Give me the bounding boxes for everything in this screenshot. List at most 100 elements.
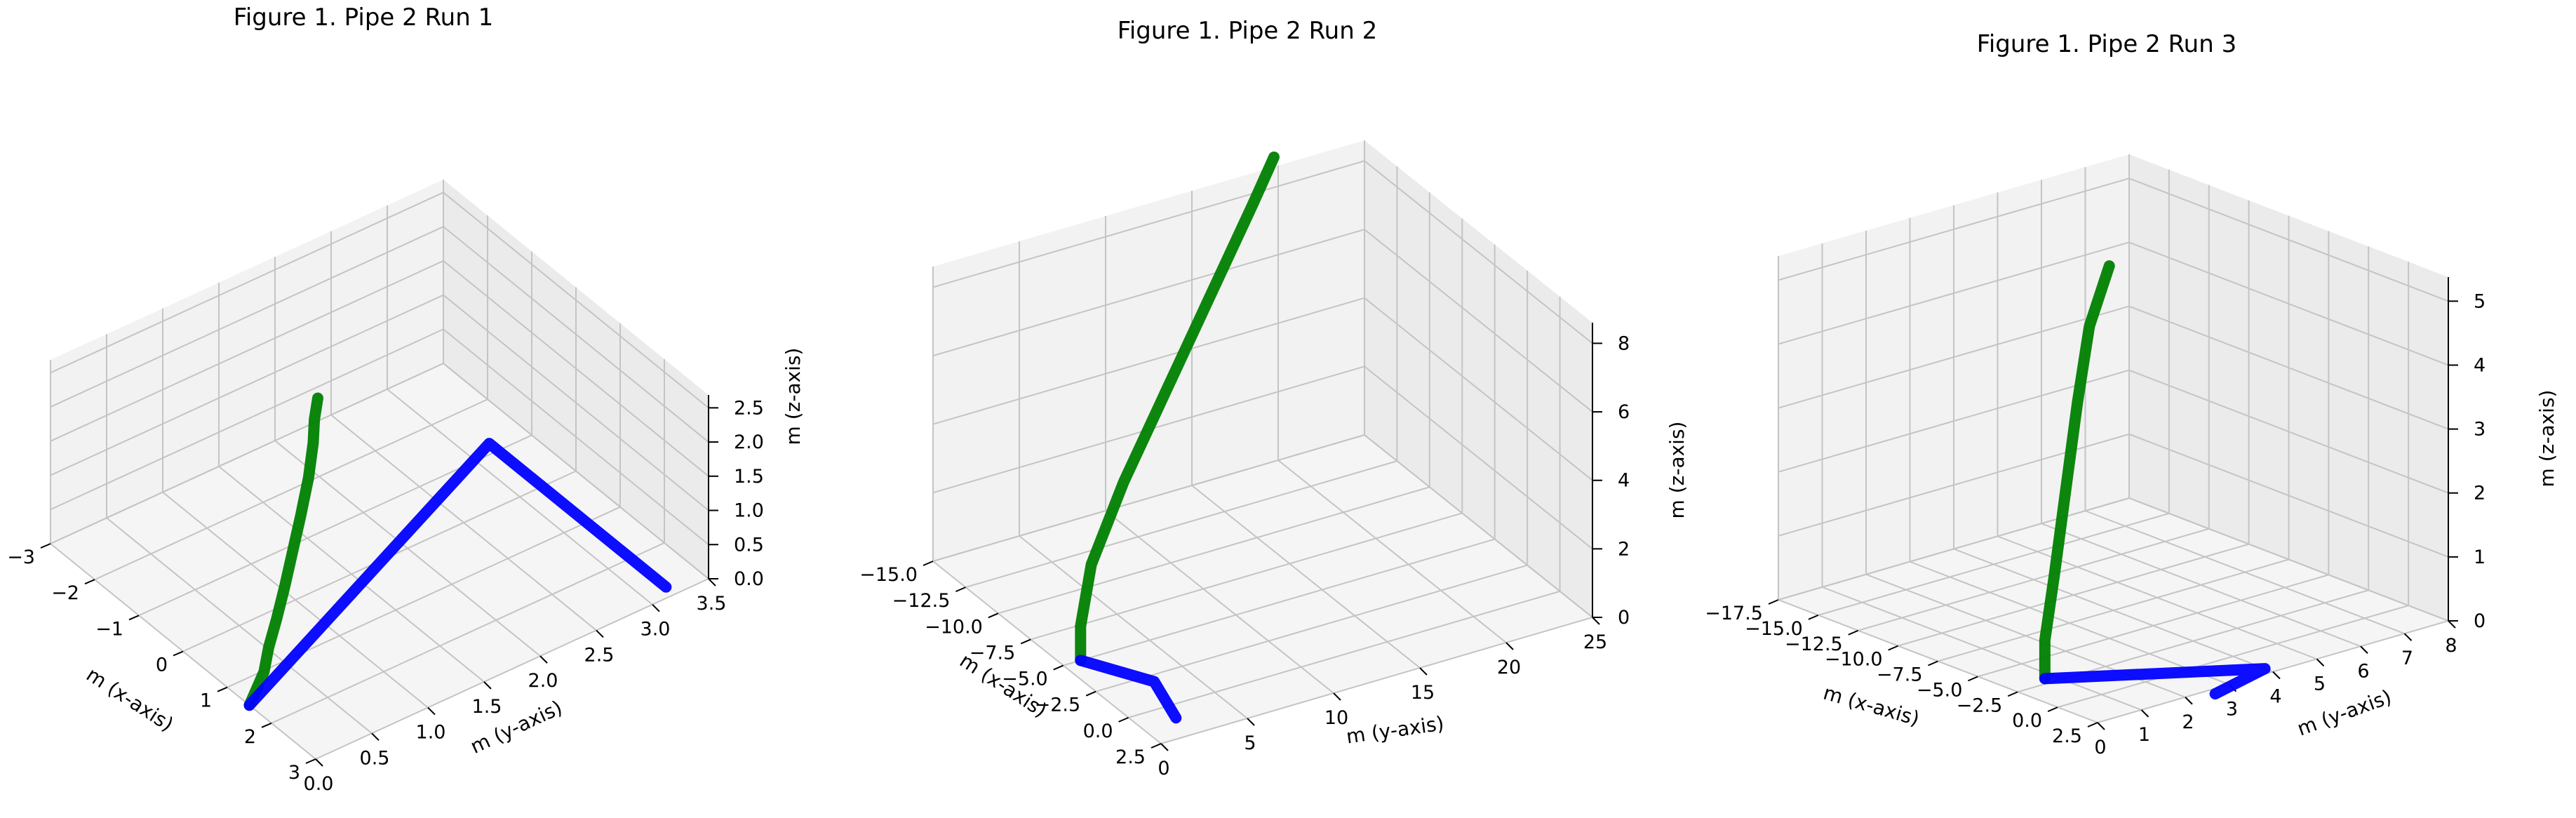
x-tick-mark [173,650,184,657]
z-tick-label: 4 [2474,354,2486,376]
series-line-2 [1075,655,1182,724]
x-tick-mark [1808,614,1819,620]
x-tick-label: −5.0 [1917,679,1963,701]
z-tick-label: 8 [1618,333,1630,354]
grid-line-x [94,398,488,581]
grid-line-x [965,460,1397,589]
x-tick-label: −10.0 [1825,649,1883,671]
y-tick-mark [1419,667,1428,676]
z-tick-label: 1.0 [734,500,764,522]
z-tick-label: 6 [1618,401,1630,423]
y-tick-label: 25 [1583,631,1607,653]
y-tick-label: 3 [2226,699,2238,720]
y-tick-label: 7 [2401,648,2413,669]
grid-line-z [50,225,709,443]
z-tick-label: 1 [2474,547,2486,568]
x-tick-mark [1967,676,1978,682]
x-tick-mark [2007,691,2018,697]
y-tick-label: 8 [2445,635,2457,657]
x-tick-mark [1928,660,1938,666]
y-tick-label: 10 [1324,707,1348,729]
y-tick-label: 20 [1497,657,1521,678]
x-tick-label: −3 [7,547,35,568]
z-tick-label: 4 [1618,470,1630,492]
grid-line-z [1778,305,2449,430]
y-axis-label: m (y-axis) [1345,711,1446,748]
y-tick-label: 2.0 [528,670,558,692]
x-tick-label: 2.5 [1115,746,1146,768]
grid-line-y [1910,561,2229,685]
z-axis-label: m (z-axis) [1665,422,1689,519]
z-tick-label: 1.5 [734,466,764,488]
y-axis-label: m (y-axis) [2294,685,2394,741]
grid-line-y [1019,535,1248,719]
grid-line-z [1778,241,2449,366]
x-tick-label: −15.0 [1745,618,1803,640]
z-tick-label: 2.5 [734,397,764,419]
grid-line-z [50,260,709,477]
y-tick-label: 0.5 [360,747,390,769]
grid-line-z [50,294,709,511]
series-line-1 [1075,151,1280,666]
y-tick-label: 3.5 [697,593,727,615]
y-tick-label: 2.5 [584,644,615,666]
y-tick-label: 5 [2314,673,2326,695]
grid-line-y [330,414,597,631]
z-tick-label: 2 [1618,538,1630,560]
z-tick-label: 0.0 [734,568,764,590]
y-tick-label: 5 [1244,732,1256,754]
x-tick-mark [1151,743,1162,749]
y-tick-mark [2185,697,2193,705]
y-tick-mark [2140,709,2149,718]
x-tick-label: −12.5 [1785,633,1843,655]
grid-line-z [932,297,1593,481]
x-tick-label: −7.5 [970,642,1016,664]
x-tick-mark [1020,638,1031,645]
pane-right [1364,140,1592,617]
grid-line-x [1095,564,1528,692]
y-tick-label: 0 [1158,758,1169,779]
grid-line-y [1105,510,1334,694]
grid-line-z [50,362,709,579]
y-tick-mark [427,706,436,716]
series-line-1 [2039,260,2115,685]
y-tick-label: 1.0 [416,722,446,744]
x-tick-label: −7.5 [1877,664,1923,686]
subplot-3: −17.5−15.0−12.5−10.0−7.5−5.0−2.5 0.0 2.5 0 1… [1705,30,2558,758]
x-tick-label: −12.5 [892,590,951,612]
y-tick-mark [2403,633,2413,641]
grid-line-y [932,561,1162,744]
chart-title: Figure 1. Pipe 2 Run 1 [234,4,493,32]
pane-left [51,180,443,544]
series-line-1 [243,392,323,711]
x-tick-mark [1118,716,1129,723]
y-tick-mark [1333,692,1341,701]
y-tick-mark [2448,620,2456,629]
x-tick-mark [305,758,316,764]
grid-line-z [50,328,709,546]
z-tick-label: 2.0 [734,431,764,453]
y-tick-mark [2097,722,2105,730]
x-tick-label: 2.5 [2052,725,2082,747]
y-tick-mark [539,655,548,664]
z-axis-label: m (z-axis) [781,348,805,445]
y-tick-mark [2360,645,2368,654]
x-tick-label: −1 [95,618,123,640]
z-tick-label: 2 [2474,483,2486,504]
y-tick-label: 0 [2094,737,2106,758]
y-tick-mark [1247,718,1255,726]
x-tick-mark [84,579,95,585]
y-tick-label: 6 [2357,660,2369,682]
grid-line-y [2085,510,2405,635]
grid-line-x [315,578,709,760]
x-tick-mark [1085,690,1096,697]
grid-line-x [1063,538,1495,666]
x-tick-mark [1888,645,1899,651]
z-tick-label: 0 [1618,607,1630,629]
chart-title: Figure 1. Pipe 2 Run 3 [1977,30,2236,58]
grid-line-z [932,228,1593,413]
grid-line-z [932,366,1593,550]
grid-line-y [274,440,541,657]
y-tick-label: 2 [2182,711,2194,733]
